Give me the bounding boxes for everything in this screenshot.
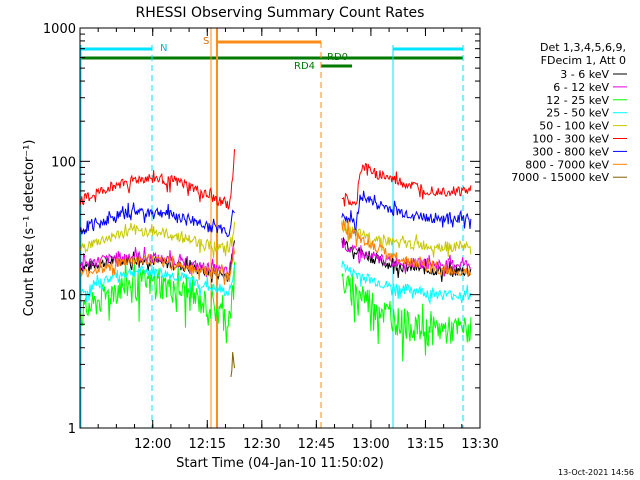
y-tick-label: 100 [51, 155, 76, 170]
x-tick-label: 12:30 [243, 437, 280, 452]
legend-label: 50 - 100 keV [539, 120, 609, 133]
series-line-6 [341, 190, 472, 236]
legend: Det 1,3,4,5,6,9, FDecim 1, Att 0 3 - 6 k… [511, 41, 627, 184]
x-axis-label: Start Time (04-Jan-10 11:50:02) [176, 456, 384, 471]
series-line-7 [79, 246, 235, 285]
legend-label: 6 - 12 keV [553, 81, 609, 94]
saa-label: S [203, 36, 209, 47]
series-line-4 [341, 220, 472, 258]
series-line-5 [79, 149, 235, 210]
x-tick-label: 13:15 [407, 437, 444, 452]
plot-frame [79, 27, 481, 429]
series-line-4 [79, 221, 235, 259]
x-tick-label: 12:15 [189, 437, 226, 452]
chart-title: RHESSI Observing Summary Count Rates [136, 5, 425, 21]
x-tick-label: 12:00 [134, 437, 171, 452]
ticks-layer [79, 27, 481, 429]
x-tick-label: 13:00 [352, 437, 389, 452]
legend-header: Det 1,3,4,5,6,9, [540, 41, 626, 54]
series-line-8 [230, 351, 235, 378]
series-line-5 [341, 163, 472, 207]
x-tick-label: 13:30 [461, 437, 498, 452]
legend-label: 800 - 7000 keV [525, 158, 609, 171]
legend-label: 25 - 50 keV [546, 107, 609, 120]
y-tick-label: 1000 [43, 22, 76, 37]
legend-label: 12 - 25 keV [546, 94, 609, 107]
series-line-3 [341, 260, 472, 305]
series-line-7 [341, 219, 472, 277]
event-lines [80, 28, 464, 428]
legend-header: FDecim 1, Att 0 [541, 54, 626, 67]
night-label: N [160, 43, 167, 54]
x-tick-label: 12:45 [298, 437, 335, 452]
legend-label: 3 - 6 keV [560, 68, 609, 81]
legend-label: 7000 - 15000 keV [511, 171, 609, 184]
series-layer [79, 149, 472, 378]
series-line-2 [341, 272, 472, 362]
timestamp-stamp: 13-Oct-2021 14:56 [558, 468, 634, 477]
y-tick-label: 10 [59, 289, 76, 304]
series-line-6 [79, 202, 235, 238]
rd0-label: RD0 [327, 52, 348, 63]
series-line-3 [79, 264, 235, 303]
interval-markers: N S RD0 RD4 [81, 36, 463, 72]
y-axis-label: Count Rate (s⁻¹ detector⁻¹) [22, 140, 37, 317]
y-tick-label: 1 [68, 422, 76, 437]
legend-label: 100 - 300 keV [532, 133, 609, 146]
legend-label: 300 - 800 keV [532, 145, 609, 158]
rd4-label: RD4 [294, 61, 315, 72]
